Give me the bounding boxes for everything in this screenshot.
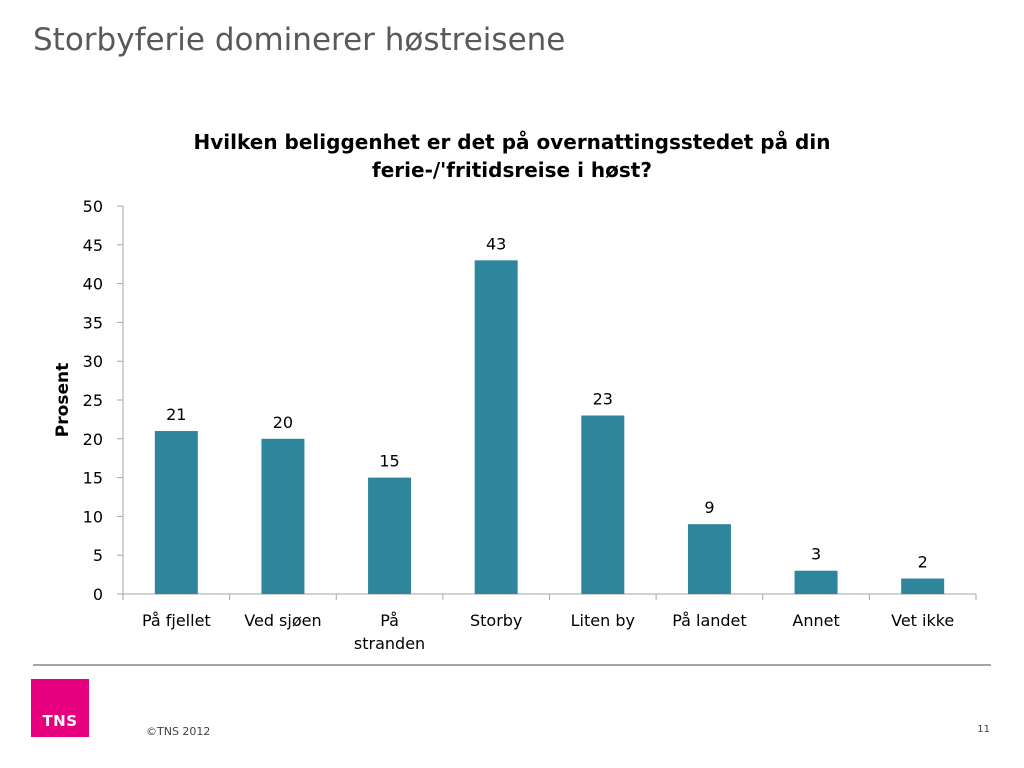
data-label: 9 bbox=[704, 498, 714, 517]
y-tick-label: 35 bbox=[83, 313, 103, 332]
x-category-label: Annet bbox=[792, 611, 839, 630]
footer-divider bbox=[33, 664, 991, 666]
tns-logo: TNS bbox=[31, 679, 89, 737]
chart-title: Hvilken beliggenhet er det på overnattin… bbox=[193, 130, 831, 182]
bar-7 bbox=[794, 570, 838, 594]
y-tick-label: 25 bbox=[83, 391, 103, 410]
x-category-label: På bbox=[380, 611, 399, 630]
page-number: 11 bbox=[977, 724, 990, 735]
x-category-label: Storby bbox=[470, 611, 522, 630]
y-tick-label: 15 bbox=[83, 469, 103, 488]
y-tick-label: 10 bbox=[83, 507, 103, 526]
data-label: 43 bbox=[486, 234, 506, 253]
y-tick-label: 50 bbox=[83, 197, 103, 216]
y-tick-label: 45 bbox=[83, 236, 103, 255]
y-tick-label: 40 bbox=[83, 275, 103, 294]
data-label: 21 bbox=[166, 405, 186, 424]
y-axis-title: Prosent bbox=[53, 363, 73, 437]
bar-8 bbox=[901, 578, 945, 594]
bar-chart: 0 5 10 15 20 25 30 35 40 45 50 Prosent 21 På fjellet 2… bbox=[53, 197, 977, 653]
x-category-label: Vet ikke bbox=[891, 611, 954, 630]
data-label: 3 bbox=[811, 545, 821, 564]
y-tick-label: 20 bbox=[83, 430, 103, 449]
data-label: 15 bbox=[379, 452, 399, 471]
copyright-text: ©TNS 2012 bbox=[146, 725, 211, 738]
bar-3 bbox=[368, 477, 412, 594]
bar-2 bbox=[261, 438, 305, 594]
bar-4 bbox=[474, 260, 518, 594]
bar-1 bbox=[154, 431, 198, 594]
x-category-label: Liten by bbox=[571, 611, 635, 630]
y-tick-label: 5 bbox=[93, 546, 103, 565]
bar-6 bbox=[687, 524, 731, 594]
data-label: 20 bbox=[273, 413, 293, 432]
x-category-label: Ved sjøen bbox=[244, 611, 321, 630]
y-tick-label: 0 bbox=[93, 585, 103, 604]
x-category-label: stranden bbox=[354, 634, 425, 653]
x-category-label: På landet bbox=[672, 611, 746, 630]
y-tick-label: 30 bbox=[83, 352, 103, 371]
data-label: 23 bbox=[593, 390, 613, 409]
data-label: 2 bbox=[918, 552, 928, 571]
bar-5 bbox=[581, 415, 625, 594]
slide-title: Storbyferie dominerer høstreisene bbox=[33, 22, 566, 58]
x-category-label: På fjellet bbox=[142, 611, 211, 630]
